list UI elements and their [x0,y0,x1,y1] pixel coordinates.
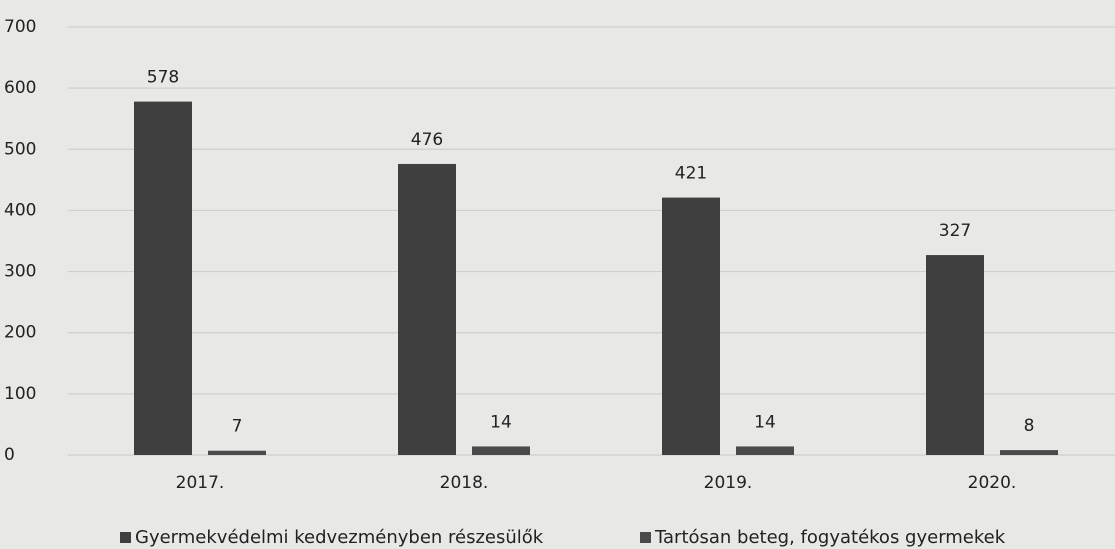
bar [662,197,720,456]
data-label: 327 [939,221,971,241]
legend-label: Gyermekvédelmi kedvezményben részesülők [135,527,544,548]
bar [398,163,456,455]
y-tick-label: 200 [4,323,36,343]
y-tick-label: 300 [4,262,36,282]
bar [472,446,530,455]
data-label: 476 [411,130,443,150]
x-tick-label: 2017. [176,473,225,493]
y-tick-label: 600 [4,78,36,98]
y-tick-label: 0 [4,445,15,465]
bar [926,255,984,455]
bar [1000,450,1058,455]
data-label: 14 [490,412,512,432]
data-label: 8 [1024,416,1035,436]
data-label: 7 [232,417,243,437]
bar [208,450,266,455]
legend-swatch [120,532,131,543]
legend-swatch [640,532,651,543]
data-label: 578 [147,68,179,88]
x-tick-label: 2018. [440,473,489,493]
bar [134,101,192,455]
bar [736,446,794,455]
legend-label: Tartósan beteg, fogyatékos gyermekek [654,527,1006,548]
y-tick-label: 100 [4,384,36,404]
x-tick-label: 2019. [704,473,753,493]
data-label: 14 [754,412,776,432]
x-tick-label: 2020. [968,473,1017,493]
data-label: 421 [675,164,707,184]
y-tick-label: 400 [4,200,36,220]
y-tick-label: 700 [4,17,36,37]
y-tick-label: 500 [4,139,36,159]
